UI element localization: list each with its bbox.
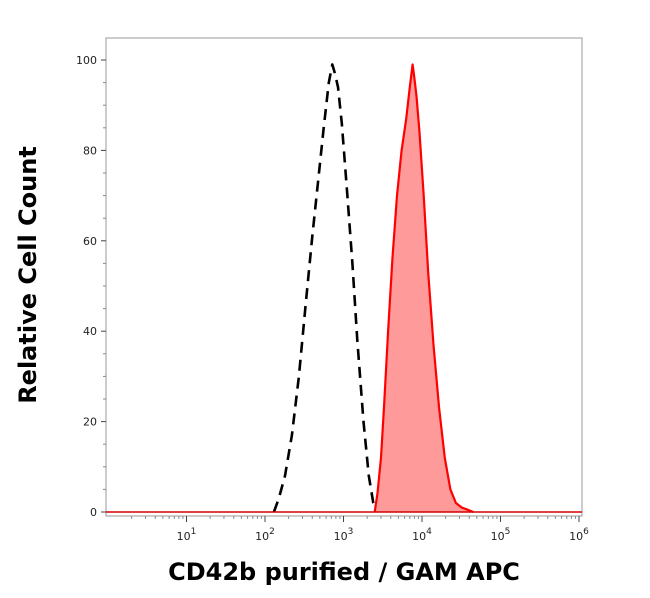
x-tick-label: 103 xyxy=(334,527,354,543)
axis-layer: 0 20 40 60 80 100 101 102 103 104 105 106 xyxy=(76,54,589,543)
x-tick-label: 102 xyxy=(255,527,275,543)
y-tick-label: 80 xyxy=(83,144,97,157)
x-tick-label: 101 xyxy=(177,527,197,543)
x-tick-label: 106 xyxy=(569,527,589,543)
x-tick-label: 104 xyxy=(412,527,432,543)
y-axis-title: Relative Cell Count xyxy=(14,146,42,404)
x-axis-title: CD42b purified / GAM APC xyxy=(168,558,520,586)
y-tick-label: 0 xyxy=(90,506,97,519)
series-1-area-fill xyxy=(374,64,474,512)
y-tick-label: 60 xyxy=(83,235,97,248)
x-tick-label: 105 xyxy=(491,527,511,543)
series-layer xyxy=(272,63,474,514)
series-0-dashed-line xyxy=(272,63,379,513)
y-tick-label: 20 xyxy=(83,416,97,429)
y-tick-label: 100 xyxy=(76,54,97,67)
y-tick-label: 40 xyxy=(83,325,97,338)
plot-frame xyxy=(105,37,583,517)
series-1-outline xyxy=(373,63,474,514)
